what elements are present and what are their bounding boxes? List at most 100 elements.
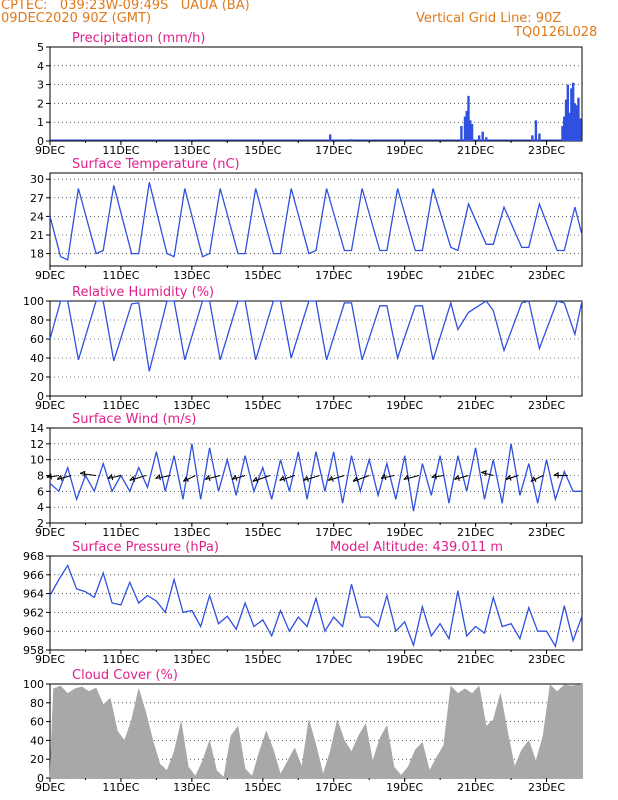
x-tick-label: 21DEC: [457, 269, 494, 282]
x-tick-label: 11DEC: [102, 269, 139, 282]
x-tick-label: 9DEC: [35, 399, 65, 412]
precip-bar: [460, 125, 463, 141]
x-tick-label: 17DEC: [315, 526, 352, 539]
panel-title: Surface Temperature (nC): [72, 157, 240, 172]
y-tick-label: 0: [37, 390, 44, 403]
precip-bar: [577, 97, 580, 141]
precip-bar: [571, 82, 575, 141]
y-tick-label: 18: [30, 248, 44, 261]
run-date: 09DEC2020 90Z (GMT): [1, 11, 152, 26]
x-tick-label: 23DEC: [528, 526, 565, 539]
x-tick-label: 21DEC: [457, 399, 494, 412]
y-tick-label: 3: [37, 79, 44, 92]
y-tick-label: 5: [37, 41, 44, 54]
precip-bar: [534, 120, 538, 141]
wind-arrowhead: [327, 475, 334, 482]
x-tick-label: 9DEC: [35, 144, 65, 157]
precip-bar: [568, 112, 571, 141]
precip-bar: [481, 131, 484, 141]
wind-vector: [80, 472, 97, 477]
x-tick-label: 15DEC: [244, 269, 281, 282]
series-line: [49, 563, 583, 648]
vertical-grid-note: Vertical Grid Line: 90Z: [416, 11, 562, 26]
x-tick-label: 9DEC: [35, 269, 65, 282]
wind-vector: [403, 474, 419, 481]
precip-bar: [477, 135, 481, 141]
precip-bar: [463, 116, 467, 141]
y-tick-label: 2: [37, 97, 44, 110]
y-tick-label: 40: [30, 734, 44, 747]
wind-vector: [454, 474, 469, 481]
y-tick-label: 6: [37, 485, 44, 498]
y-tick-label: 60: [30, 333, 44, 346]
x-tick-label: 11DEC: [102, 526, 139, 539]
panel-1: [46, 172, 583, 270]
x-tick-label: 11DEC: [102, 781, 139, 794]
x-tick-label: 23DEC: [528, 399, 565, 412]
panel-frame: [49, 46, 583, 142]
wind-arrowhead: [403, 474, 410, 482]
x-tick-label: 21DEC: [457, 653, 494, 666]
wind-vector: [353, 474, 370, 483]
x-tick-label: 17DEC: [315, 144, 352, 157]
series-line: [49, 443, 582, 512]
wind-vector: [481, 471, 494, 477]
y-tick-label: 968: [23, 550, 44, 563]
panel-title: Cloud Cover (%): [72, 668, 178, 683]
y-tick-label: 10: [30, 454, 44, 467]
wind-vector: [129, 474, 146, 482]
x-tick-label: 11DEC: [102, 144, 139, 157]
wind-vector: [155, 474, 171, 480]
x-tick-label: 15DEC: [244, 653, 281, 666]
x-tick-label: 15DEC: [244, 526, 281, 539]
y-tick-label: 12: [30, 438, 44, 451]
x-tick-label: 23DEC: [528, 653, 565, 666]
y-tick-label: 40: [30, 352, 44, 365]
y-tick-label: 2: [37, 517, 44, 530]
wind-arrowhead: [204, 474, 211, 482]
precip-bar: [465, 110, 468, 141]
x-tick-label: 23DEC: [528, 781, 565, 794]
wind-vector: [205, 474, 221, 481]
precip-bar: [328, 134, 332, 141]
x-tick-label: 15DEC: [244, 399, 281, 412]
wind-arrowhead: [46, 473, 53, 480]
y-tick-label: 80: [30, 314, 44, 327]
y-tick-label: 20: [30, 753, 44, 766]
wind-vector: [183, 475, 196, 482]
wind-vector: [380, 474, 395, 480]
precip-bar: [469, 120, 472, 141]
panel-frame: [49, 300, 583, 397]
panel-annotation: Model Altitude: 439.011 m: [330, 540, 503, 555]
precip-bar: [566, 84, 570, 141]
x-tick-label: 13DEC: [173, 399, 210, 412]
wind-vector: [328, 474, 345, 482]
y-tick-label: 4: [37, 501, 44, 514]
x-tick-label: 17DEC: [315, 269, 352, 282]
x-tick-label: 21DEC: [457, 781, 494, 794]
panel-title: Relative Humidity (%): [72, 285, 214, 300]
x-tick-label: 21DEC: [457, 526, 494, 539]
y-tick-label: 4: [37, 60, 44, 73]
panel-title: Precipitation (mm/h): [72, 31, 205, 46]
wind-vector: [279, 474, 295, 482]
y-tick-label: 964: [23, 588, 44, 601]
y-tick-label: 24: [30, 210, 44, 223]
panel-5: [46, 683, 583, 782]
precip-bar: [563, 116, 566, 141]
panel-4: [46, 555, 583, 654]
wind-vector: [57, 474, 72, 481]
y-tick-label: 960: [23, 625, 44, 638]
precip-bar: [470, 124, 474, 141]
model-code: TQ0126L028: [514, 25, 598, 40]
x-tick-label: 11DEC: [102, 399, 139, 412]
x-tick-label: 13DEC: [173, 653, 210, 666]
wind-arrowhead: [352, 476, 359, 483]
x-tick-label: 13DEC: [173, 781, 210, 794]
precip-bar: [564, 99, 568, 141]
y-tick-label: 21: [30, 229, 44, 242]
precip-bar: [485, 137, 488, 141]
wind-arrowhead: [481, 470, 487, 477]
wind-vector: [530, 475, 544, 482]
